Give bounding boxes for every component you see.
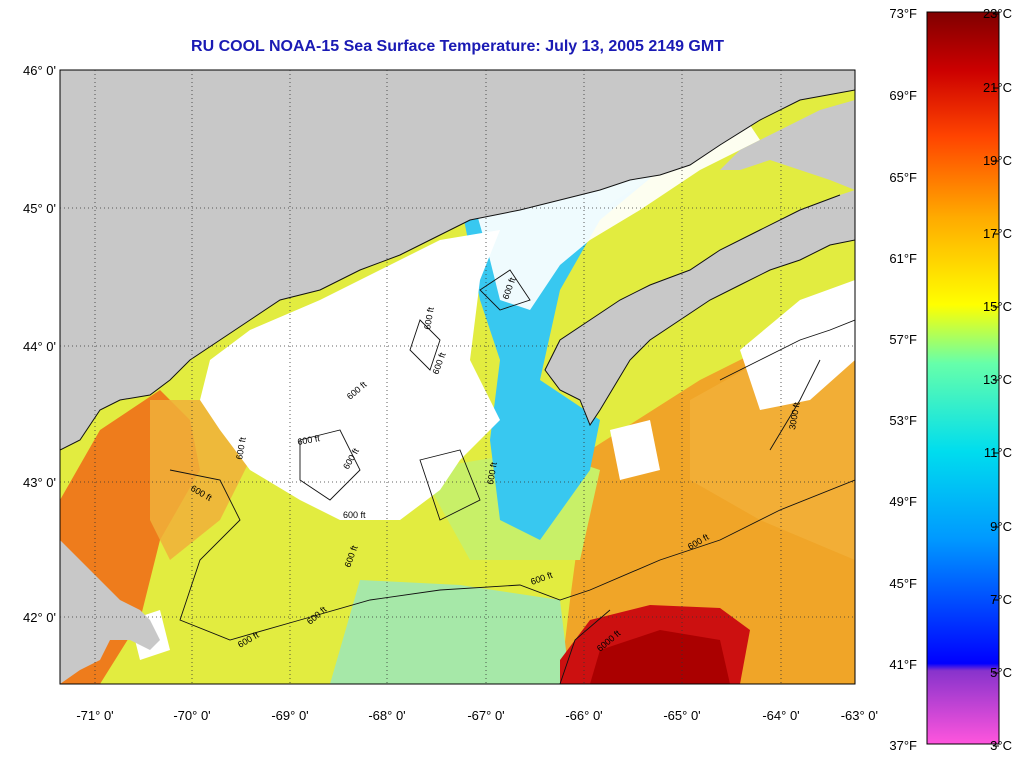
- colorbar-c-label: 15°C: [983, 299, 1012, 314]
- colorbar-f-label: 73°F: [889, 6, 917, 21]
- colorbar-c-label: 13°C: [983, 372, 1012, 387]
- contour-label: 3000 ft: [787, 401, 802, 430]
- cloud-mask-center: [200, 230, 500, 520]
- lat-tick-label: 43° 0': [23, 475, 56, 490]
- contour-600ft-south: [169, 469, 855, 641]
- map-title: RU COOL NOAA-15 Sea Surface Temperature:…: [191, 38, 724, 55]
- colorbar-c-label: 17°C: [983, 226, 1012, 241]
- colorbar-f-label: 37°F: [889, 738, 917, 753]
- map-image-layer: [60, 70, 855, 684]
- colorbar-f-label: 69°F: [889, 88, 917, 103]
- colorbar-f-label: 45°F: [889, 576, 917, 591]
- colorbar-c-label: 19°C: [983, 153, 1012, 168]
- colorbar-f-label: 57°F: [889, 332, 917, 347]
- cool-water-south: [330, 580, 570, 684]
- lon-tick-label: -71° 0': [76, 708, 113, 723]
- lon-tick-label: -66° 0': [565, 708, 602, 723]
- coastline-north: [60, 89, 855, 451]
- land-new-england: [60, 70, 855, 450]
- coastline-nova-scotia: [544, 194, 855, 427]
- colorbar-c-label: 23°C: [983, 6, 1012, 21]
- lon-tick-label: -68° 0': [368, 708, 405, 723]
- map-frame: [59, 69, 856, 685]
- colorbar-f-label: 61°F: [889, 251, 917, 266]
- graticule: [60, 70, 855, 684]
- contour-label: 600 ft: [297, 433, 321, 447]
- contour-600ft-east: [719, 319, 855, 381]
- contour-label: 600 ft: [422, 306, 436, 330]
- contour-600ft-basin-4: [419, 449, 481, 521]
- lon-tick-label: -69° 0': [271, 708, 308, 723]
- cloud-patch-1: [610, 420, 660, 480]
- warm-core-eddy-center: [590, 630, 730, 684]
- colorbar-f-label: 49°F: [889, 494, 917, 509]
- land-nova-scotia: [545, 190, 855, 425]
- land-cape-cod: [60, 540, 160, 684]
- contour-label: 600 ft: [234, 436, 248, 460]
- lat-tick-label: 46° 0': [23, 63, 56, 78]
- lat-tick-label: 45° 0': [23, 201, 56, 216]
- colorbar-c-label: 21°C: [983, 80, 1012, 95]
- contour-600ft-basin-3: [299, 429, 361, 501]
- contour-label: 600 ft: [485, 461, 499, 485]
- lon-tick-label: -64° 0': [762, 708, 799, 723]
- land-new-brunswick-east: [720, 70, 855, 190]
- contour-6000ft: [559, 609, 611, 684]
- contour-600ft-basin-2: [409, 319, 441, 371]
- contour-3000ft: [769, 359, 821, 451]
- contour-600ft-basin-1: [479, 269, 531, 311]
- lon-tick-label: -67° 0': [467, 708, 504, 723]
- lon-tick-label: -70° 0': [173, 708, 210, 723]
- lat-tick-label: 42° 0': [23, 610, 56, 625]
- colorbar-c-label: 5°C: [990, 665, 1012, 680]
- axis-labels: 46° 0' 45° 0' 44° 0' 43° 0' 42° 0' -71° 0' -70…: [23, 63, 878, 723]
- lon-tick-label: -63° 0': [841, 708, 878, 723]
- colorbar-c-label: 9°C: [990, 519, 1012, 534]
- colorbar: [926, 11, 1000, 745]
- colorbar-labels: 73°F 69°F 65°F 61°F 57°F 53°F 49°F 45°F 41°F 37°F…: [889, 6, 1012, 753]
- colorbar-f-label: 41°F: [889, 657, 917, 672]
- warm-water-west-2: [150, 400, 250, 560]
- cloud-mask-east: [740, 280, 855, 410]
- colorbar-f-label: 65°F: [889, 170, 917, 185]
- colorbar-c-label: 11°C: [984, 445, 1012, 460]
- contour-label: 600 ft: [343, 510, 366, 520]
- colorbar-c-label: 7°C: [990, 592, 1012, 607]
- colorbar-f-label: 53°F: [889, 413, 917, 428]
- lat-tick-label: 44° 0': [23, 339, 56, 354]
- colorbar-c-label: 3°C: [990, 738, 1012, 753]
- lon-tick-label: -65° 0': [663, 708, 700, 723]
